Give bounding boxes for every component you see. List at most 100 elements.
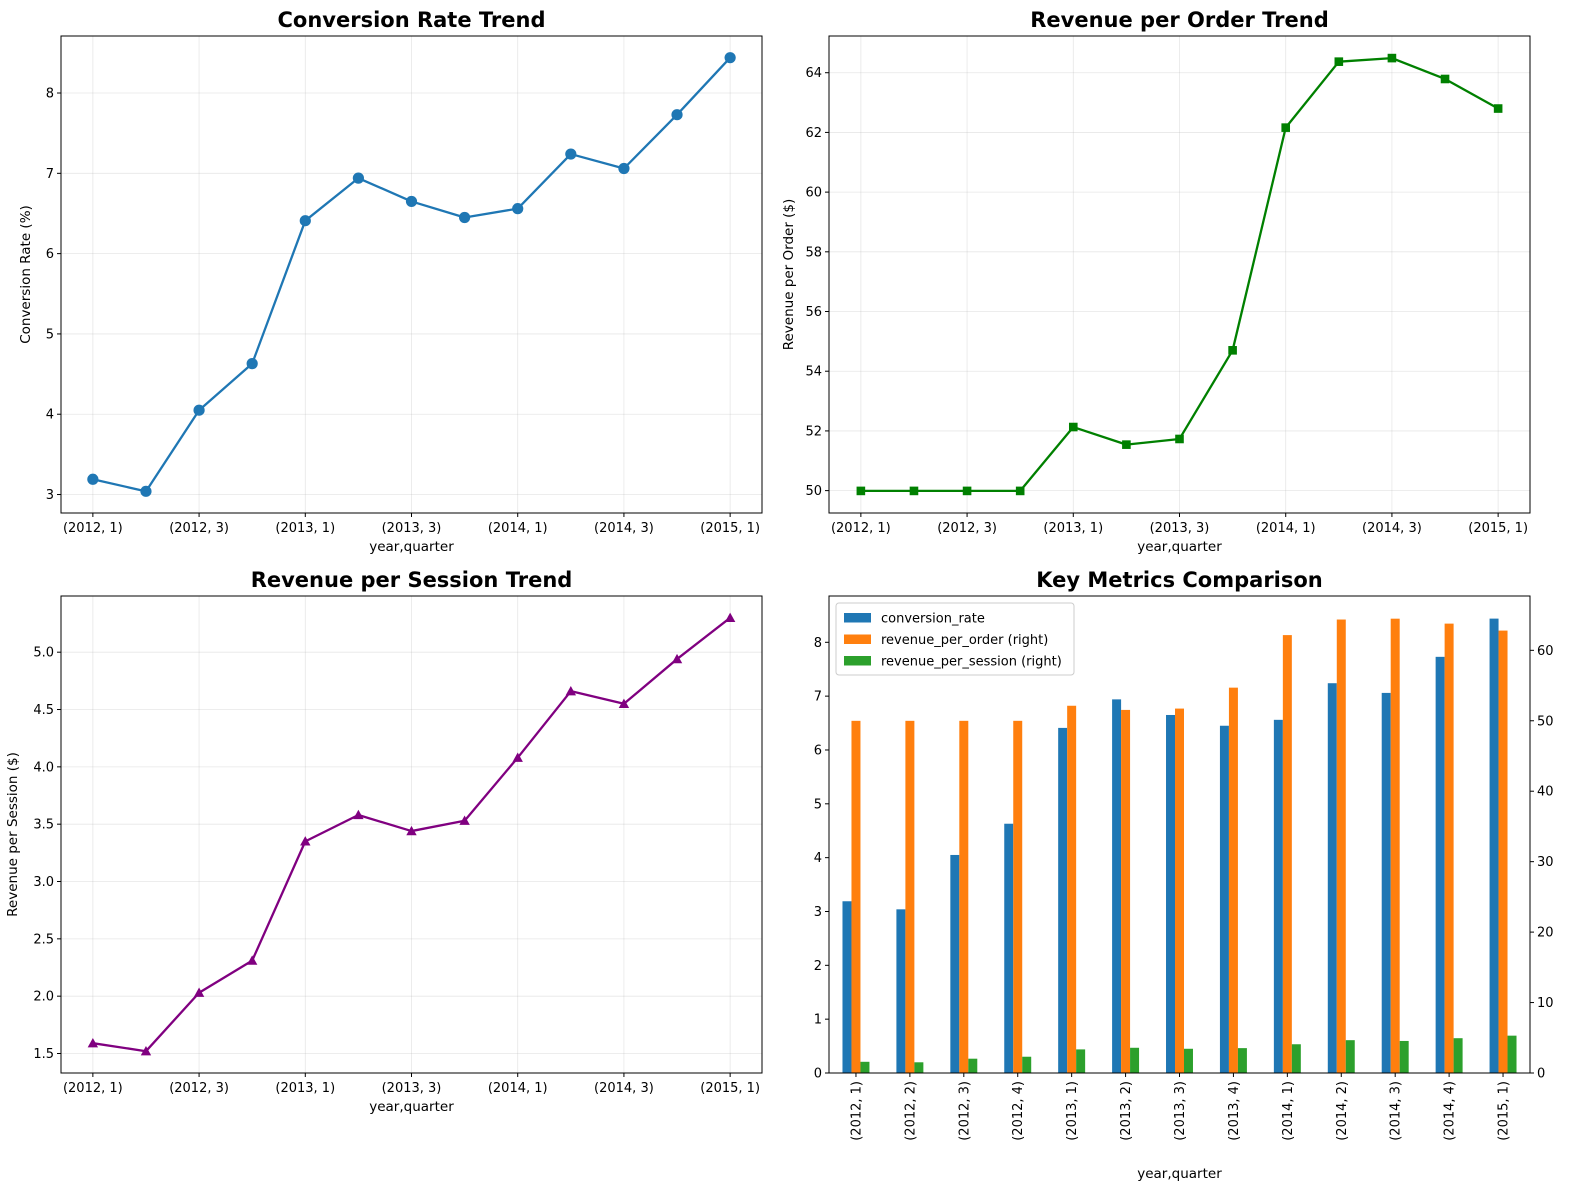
- y-tick-label: 5: [814, 797, 822, 812]
- right-y-tick-label: 50: [1537, 714, 1554, 729]
- data-point: [1228, 346, 1237, 355]
- x-tick-label: (2012, 3): [169, 1081, 229, 1096]
- legend-entry: revenue_per_session (right): [881, 655, 1062, 670]
- x-tick-label: (2012, 1): [849, 1081, 864, 1141]
- data-point: [193, 404, 205, 416]
- x-tick-label: (2014, 3): [1362, 521, 1422, 536]
- y-axis-label: Revenue per Session ($): [5, 752, 21, 917]
- legend-frame: [835, 602, 1075, 676]
- y-tick-label: 5.0: [33, 646, 54, 661]
- x-tick-label: (2015, 1): [700, 521, 760, 536]
- bar: [914, 1062, 924, 1073]
- x-tick-label: (2015, 1): [1468, 521, 1528, 536]
- data-point: [618, 698, 630, 708]
- x-tick-label: (2015, 1): [1497, 1081, 1512, 1141]
- y-tick-label: 4: [46, 408, 54, 423]
- bar: [896, 909, 906, 1073]
- bar: [1453, 1038, 1463, 1073]
- data-point: [140, 485, 152, 497]
- x-axis-label: year,quarter: [1137, 539, 1222, 555]
- y-tick-label: 0: [814, 1067, 822, 1082]
- x-tick-label: (2013, 3): [1150, 521, 1210, 536]
- legend: conversion_rate revenue_per_order (right)…: [835, 602, 1075, 676]
- data-point: [300, 836, 311, 846]
- legend-entry: conversion_rate: [881, 612, 985, 627]
- data-point: [1440, 74, 1450, 84]
- bar: [1507, 1035, 1517, 1073]
- bar: [968, 1058, 978, 1073]
- legend-swatch: [844, 656, 871, 666]
- data-point: [512, 203, 524, 215]
- right-y-tick-label: 20: [1537, 926, 1554, 941]
- y-tick-label: 3: [814, 905, 822, 920]
- bar: [851, 720, 861, 1073]
- x-tick-label: (2012, 3): [169, 521, 229, 536]
- subplot-conv: Conversion Rate Trend (2012, 1) (2012, 3) (…: [18, 8, 763, 555]
- x-tick-label: (2014, 2): [1335, 1081, 1350, 1141]
- bar: [1121, 709, 1131, 1073]
- bar: [1327, 683, 1337, 1073]
- bar: [1004, 823, 1014, 1073]
- bar: [1237, 1048, 1247, 1073]
- x-tick-label: (2012, 1): [831, 521, 891, 536]
- x-tick-label: (2014, 1): [488, 521, 548, 536]
- x-tick-label: (2014, 4): [1443, 1081, 1458, 1141]
- bar: [1013, 720, 1023, 1073]
- y-tick-label: 54: [805, 365, 822, 380]
- data-point: [512, 752, 523, 762]
- bar: [1130, 1047, 1140, 1073]
- y-tick-label: 8: [46, 87, 54, 102]
- x-tick-label: (2013, 2): [1119, 1081, 1134, 1141]
- bar: [1175, 708, 1184, 1073]
- y-tick-label: 56: [805, 305, 822, 320]
- right-y-tick-label: 10: [1537, 996, 1554, 1011]
- bar: [1435, 656, 1445, 1073]
- x-tick-label: (2012, 3): [957, 1081, 972, 1141]
- bar: [1399, 1040, 1409, 1073]
- data-point: [140, 1046, 152, 1056]
- bar: [959, 720, 969, 1073]
- bar: [1498, 630, 1508, 1073]
- x-tick-label: (2013, 3): [382, 1081, 442, 1096]
- y-tick-label: 3.5: [33, 818, 54, 833]
- chart-title: Conversion Rate Trend: [278, 8, 546, 32]
- data-point: [246, 358, 258, 370]
- data-point: [724, 52, 736, 64]
- bar: [1282, 635, 1292, 1073]
- data-point: [1122, 440, 1131, 449]
- data-point: [406, 825, 417, 836]
- data-point: [299, 215, 311, 227]
- x-tick-label: (2013, 1): [275, 1081, 335, 1096]
- data-point: [459, 211, 471, 224]
- data-point: [1068, 422, 1078, 432]
- x-tick-label: (2014, 3): [594, 1081, 654, 1096]
- data-point: [459, 815, 470, 825]
- bar: [1489, 618, 1499, 1073]
- x-tick-label: (2014, 1): [1281, 1081, 1296, 1141]
- bar: [1390, 618, 1400, 1073]
- y-tick-label: 52: [805, 424, 822, 439]
- bar: [1291, 1044, 1301, 1073]
- data-point: [87, 1037, 99, 1048]
- bar: [1166, 714, 1176, 1073]
- x-tick-label: (2012, 1): [63, 1081, 123, 1096]
- data-point: [1387, 53, 1397, 63]
- x-axis-label: year,quarter: [1137, 1166, 1222, 1182]
- bar: [1444, 623, 1454, 1073]
- y-tick-label: 64: [805, 66, 822, 81]
- bar: [842, 901, 852, 1073]
- bar: [1345, 1040, 1355, 1073]
- y-tick-label: 58: [805, 245, 822, 260]
- bar: [1228, 687, 1238, 1073]
- bar: [1336, 619, 1346, 1073]
- bar: [1183, 1048, 1193, 1073]
- right-y-tick-label: 30: [1537, 855, 1554, 870]
- y-tick-label: 60: [805, 186, 822, 201]
- data-point: [962, 486, 972, 496]
- x-tick-label: (2014, 3): [1389, 1081, 1404, 1141]
- bar: [860, 1061, 870, 1073]
- bar: [905, 720, 915, 1073]
- chart-title: Revenue per Session Trend: [251, 568, 573, 592]
- data-point: [565, 148, 577, 160]
